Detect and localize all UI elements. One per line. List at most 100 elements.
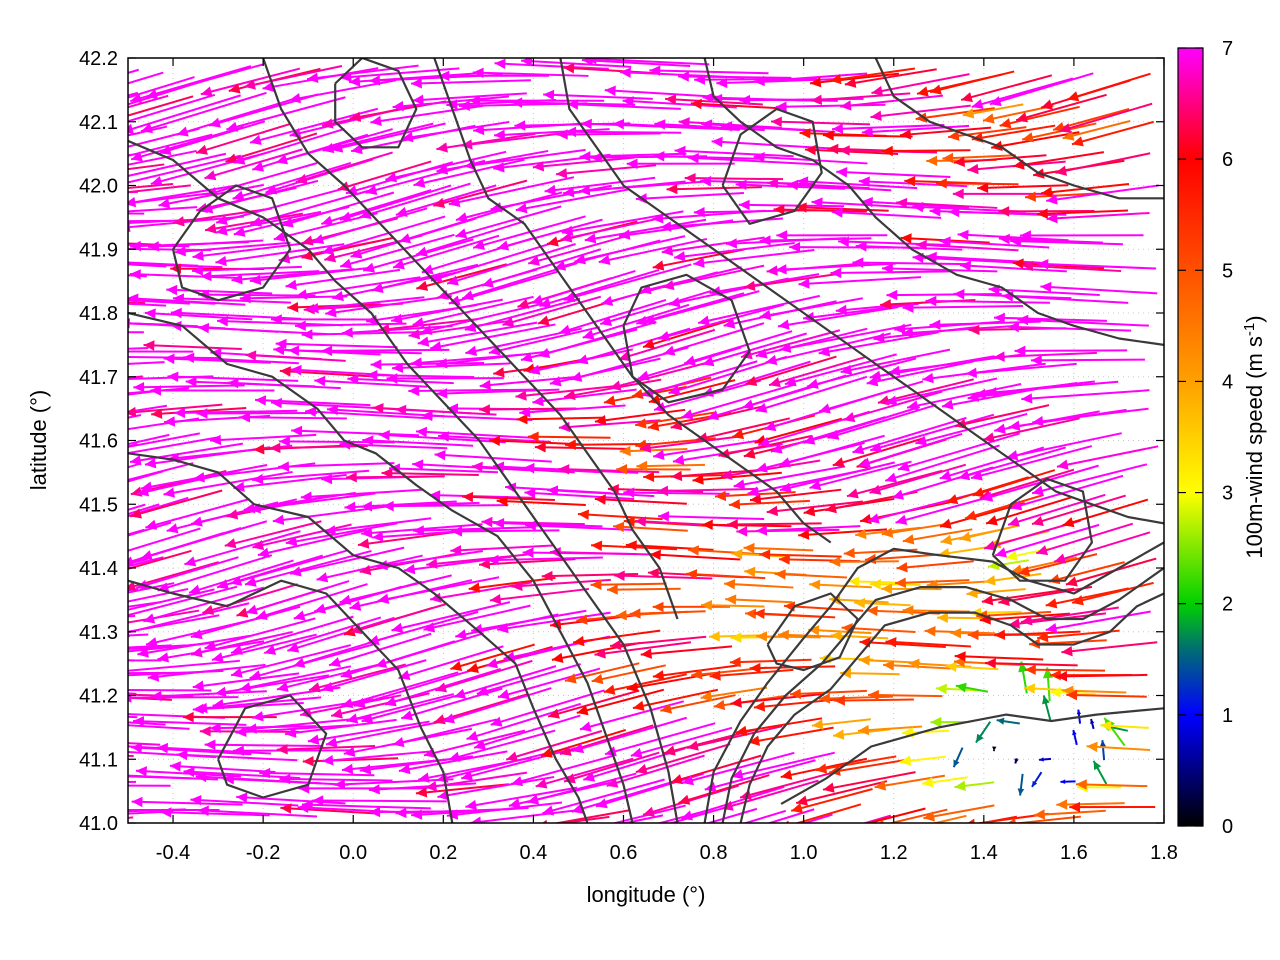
wind-vector [1056, 445, 1159, 470]
wind-vector [549, 547, 653, 558]
wind-vector [604, 85, 719, 98]
wind-vector [726, 519, 822, 530]
wind-vector [448, 729, 556, 762]
wind-vector [743, 542, 814, 554]
wind-vector [836, 167, 951, 179]
wind-vector [822, 771, 916, 793]
wind-vector [197, 805, 318, 818]
wind-vector [808, 625, 872, 636]
wind-vector [884, 444, 1000, 483]
wind-vector [776, 230, 888, 241]
wind-vector [471, 461, 575, 474]
wind-vector [571, 716, 688, 754]
wind-vector [285, 268, 401, 291]
wind-vector [563, 751, 660, 784]
wind-vector [341, 325, 453, 338]
colorbar-label-main: 100m-wind speed (m s [1242, 336, 1267, 559]
wind-vector [128, 361, 165, 365]
wind-vector [591, 664, 666, 685]
wind-vector [989, 72, 1094, 107]
wind-vector [312, 795, 447, 806]
wind-vector [971, 77, 1074, 110]
wind-vector [376, 550, 483, 571]
wind-vector [408, 385, 537, 397]
colorbar-tick-label-3: 3 [1222, 483, 1233, 505]
wind-vector [843, 390, 943, 423]
wind-vector [465, 786, 578, 811]
wind-vector [433, 179, 528, 208]
wind-vector [214, 674, 330, 698]
wind-vector [1035, 522, 1134, 556]
wind-vector [131, 796, 243, 808]
wind-vector [778, 434, 885, 468]
wind-vector [130, 742, 252, 756]
wind-vector [861, 814, 892, 823]
wind-vector [174, 241, 291, 257]
wind-vector [1060, 779, 1076, 785]
wind-vector [368, 782, 477, 795]
wind-vector [584, 218, 707, 244]
wind-vector [915, 413, 1028, 446]
wind-vector [472, 67, 589, 79]
x-tick-label-10: 1.6 [1060, 842, 1088, 864]
wind-vector [639, 435, 739, 453]
wind-vector [230, 615, 354, 655]
wind-vector [270, 314, 376, 325]
wind-vector [226, 96, 346, 132]
wind-vector [1037, 629, 1120, 643]
wind-vector [450, 544, 553, 556]
wind-vector [730, 693, 822, 708]
wind-vector [129, 269, 240, 280]
wind-vector [195, 123, 290, 155]
wind-vector [1055, 152, 1151, 176]
wind-vector [700, 686, 768, 702]
wind-vector [846, 469, 943, 499]
wind-vector [1014, 345, 1128, 357]
wind-vector [935, 178, 1019, 189]
wind-vector [929, 319, 1041, 330]
wind-vector [259, 767, 375, 779]
wind-vector [577, 509, 663, 521]
wind-vector [128, 163, 165, 171]
wind-vector [775, 101, 886, 112]
wind-vector [680, 785, 785, 821]
wind-vector [735, 179, 846, 191]
wind-vector [840, 348, 951, 376]
wind-vector [129, 442, 244, 466]
wind-vector [1090, 718, 1095, 730]
wind-vector [245, 350, 346, 362]
wind-vector [128, 462, 141, 469]
wind-vector [733, 465, 846, 490]
wind-vector [870, 104, 971, 122]
wind-vector [959, 260, 1067, 273]
wind-vector [798, 528, 888, 540]
wind-vector [540, 728, 626, 758]
wind-vector [263, 616, 382, 655]
wind-vector [128, 432, 201, 448]
y-tick-label-3: 41.3 [79, 622, 118, 644]
wind-vector [736, 526, 840, 537]
wind-vector [960, 74, 1053, 103]
wind-vector [346, 693, 455, 724]
wind-vector [362, 435, 474, 447]
ridge-contour-4 [991, 477, 1093, 582]
wind-vector [1024, 664, 1106, 675]
wind-vector [211, 633, 317, 663]
wind-vector [864, 553, 942, 565]
wind-vector [994, 629, 1081, 641]
wind-vector [609, 635, 707, 651]
wind-vector [929, 70, 1015, 95]
x-tick-label-4: 0.4 [519, 842, 547, 864]
wind-vector [576, 688, 665, 716]
wind-vector [334, 778, 454, 790]
wind-vector [128, 184, 238, 208]
wind-vector [578, 180, 704, 196]
wind-vector [128, 715, 138, 719]
wind-vector [579, 700, 684, 732]
island-contour-a [766, 592, 859, 672]
wind-vector [975, 721, 992, 744]
wind-vector [436, 132, 536, 153]
wind-vector [515, 188, 629, 214]
wind-vector [652, 664, 739, 681]
